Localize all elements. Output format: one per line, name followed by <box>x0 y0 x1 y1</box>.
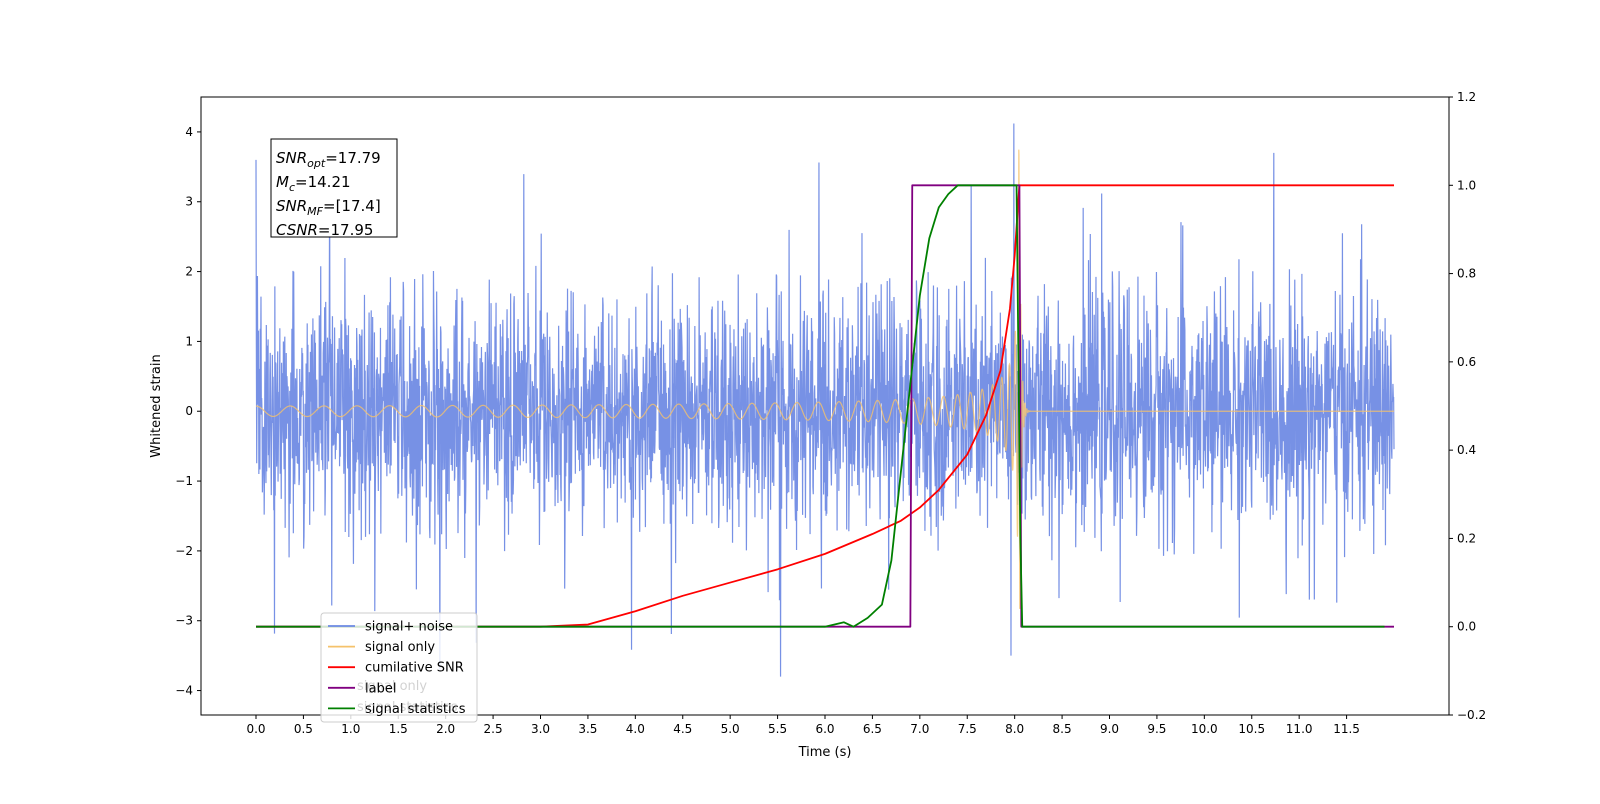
x-tick-label: 8.0 <box>1005 722 1024 736</box>
legend-entry-label: label <box>365 681 396 696</box>
x-tick-label: 7.0 <box>910 722 929 736</box>
x-tick-label: 4.0 <box>626 722 645 736</box>
legend-entry-label: signal only <box>365 640 435 655</box>
y2-tick-label: 0.4 <box>1457 443 1476 457</box>
series-signal-only-line <box>256 149 1394 609</box>
annotation-line: CSNR=17.95 <box>276 221 373 239</box>
y-tick-label: −4 <box>175 684 193 698</box>
y-tick-label: −3 <box>175 614 193 628</box>
y-tick-label: 1 <box>185 334 193 348</box>
annotation-line: Mc=14.21 <box>276 173 351 194</box>
legend-entry-label: signal+ noise <box>365 620 453 635</box>
x-tick-label: 2.5 <box>484 722 503 736</box>
x-tick-label: 1.5 <box>389 722 408 736</box>
x-tick-label: 3.5 <box>578 722 597 736</box>
legend-entry-label: signal statistics <box>365 702 466 717</box>
x-tick-label: 10.5 <box>1238 722 1265 736</box>
y2-tick-label: 0.8 <box>1457 267 1476 281</box>
x-tick-label: 2.0 <box>436 722 455 736</box>
y2-tick-label: 1.2 <box>1457 90 1476 104</box>
y2-tick-label: 0.0 <box>1457 620 1476 634</box>
y-tick-label: 4 <box>185 125 193 139</box>
y-tick-label: −1 <box>175 474 193 488</box>
legend-frame <box>320 612 478 723</box>
y2-tick-label: 1.0 <box>1457 178 1476 192</box>
x-tick-label: 3.0 <box>531 722 550 736</box>
x-tick-label: 9.5 <box>1147 722 1166 736</box>
x-tick-label: 11.0 <box>1286 722 1313 736</box>
series-signal-noise-line <box>255 123 1395 677</box>
x-tick-label: 10.0 <box>1191 722 1218 736</box>
y-axis-label: Whitened strain <box>149 354 164 457</box>
x-tick-label: 6.5 <box>863 722 882 736</box>
y-tick-label: 3 <box>185 195 193 209</box>
annotation-line: SNRMF=[17.4] <box>276 197 381 218</box>
y-tick-label: 2 <box>185 265 193 279</box>
y2-tick-label: 0.6 <box>1457 355 1476 369</box>
y2-tick-label: −0.2 <box>1457 708 1486 722</box>
series-signal-statistics-line <box>256 184 1385 628</box>
x-tick-label: 11.5 <box>1333 722 1360 736</box>
x-tick-label: 5.5 <box>768 722 787 736</box>
x-tick-label: 1.0 <box>341 722 360 736</box>
x-tick-label: 9.0 <box>1100 722 1119 736</box>
x-tick-label: 5.0 <box>721 722 740 736</box>
y2-tick-label: 0.2 <box>1457 531 1476 545</box>
annotation-line: SNRopt=17.79 <box>276 149 381 170</box>
x-axis-label: Time (s) <box>798 745 852 760</box>
legend-entry-label: cumilative SNR <box>365 661 464 676</box>
y-tick-label: −2 <box>175 544 193 558</box>
y-tick-label: 0 <box>185 404 193 418</box>
x-tick-label: 8.5 <box>1053 722 1072 736</box>
x-tick-label: 0.0 <box>246 722 265 736</box>
annotation-frame <box>270 138 398 238</box>
x-tick-label: 6.0 <box>815 722 834 736</box>
x-tick-label: 4.5 <box>673 722 692 736</box>
annotation-box: SNRopt=17.79 Mc=14.21 SNRMF=[17.4] CSNR=17.… <box>270 138 398 239</box>
legend: signal only signal statistics signal+ nois… <box>320 612 478 723</box>
x-tick-label: 0.5 <box>294 722 313 736</box>
x-tick-label: 7.5 <box>958 722 977 736</box>
